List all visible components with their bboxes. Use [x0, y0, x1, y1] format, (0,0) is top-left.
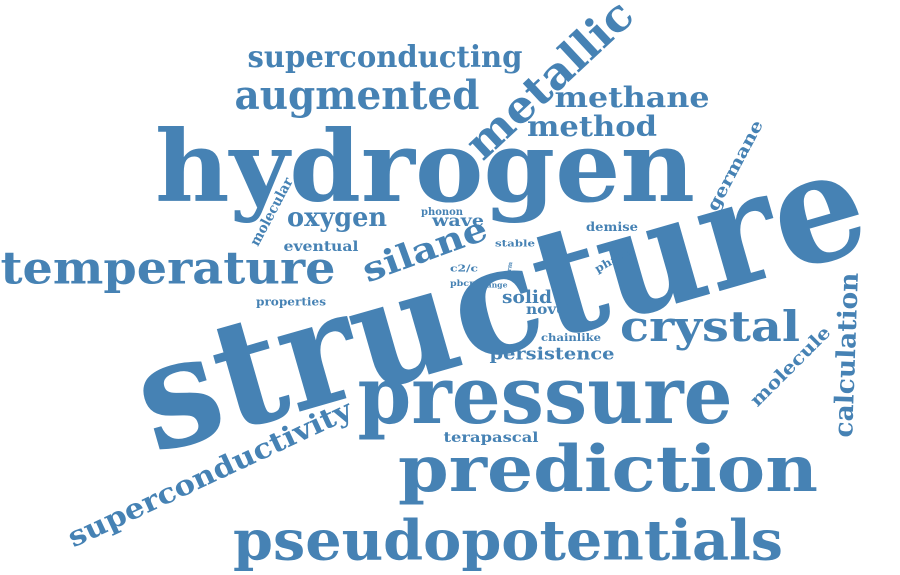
word-properties: properties [256, 295, 326, 309]
word-range: range [482, 280, 508, 290]
word-augmented: augmented [234, 72, 480, 119]
word-prediction: prediction [398, 432, 818, 507]
word-pseudopotentials: pseudopotentials [233, 507, 783, 573]
word-pressure: pressure [357, 348, 733, 442]
word-superconducting: superconducting [247, 40, 523, 75]
word-hydrogen: hydrogen [155, 110, 695, 225]
word-terapascal: terapascal [443, 430, 539, 446]
word-stable: stable [495, 239, 535, 250]
word-pbcn: pbcn [450, 278, 476, 288]
word-c2c: c2/c [450, 264, 478, 275]
word-eventual: eventual [283, 239, 359, 255]
word-crystal: crystal [620, 302, 800, 351]
word-methane: methane [554, 81, 710, 114]
word-phonon: phonon [421, 207, 463, 218]
word-oxygen: oxygen [287, 203, 387, 233]
word-method: method [527, 110, 657, 143]
word-chainlike: chainlike [541, 333, 601, 344]
word-temperature: temperature [0, 241, 336, 295]
word-persistence: persistence [489, 344, 615, 365]
word-calculation: calculation [829, 272, 865, 438]
word-solid: solid [502, 287, 552, 308]
word-novel: novel [526, 302, 572, 318]
word-wave: wave [432, 211, 484, 230]
word-demise: demise [586, 220, 638, 234]
